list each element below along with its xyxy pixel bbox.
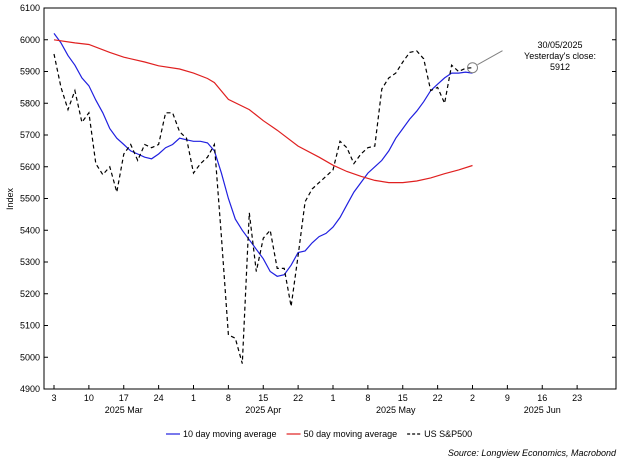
x-tick-label: 9: [505, 393, 510, 403]
y-tick-label: 5900: [20, 67, 40, 77]
y-tick-label: 5700: [20, 130, 40, 140]
x-tick-label: 24: [154, 393, 164, 403]
x-month-label: 2025 May: [376, 405, 416, 415]
series-line-us-s-p500: [53, 50, 473, 364]
legend: 10 day moving average 50 day moving avera…: [166, 429, 472, 439]
x-month-label: 2025 Apr: [245, 405, 281, 415]
x-month-label: 2025 Mar: [105, 405, 143, 415]
legend-label: US S&P500: [424, 429, 472, 439]
plot-area: [43, 7, 617, 390]
y-tick-label: 5500: [20, 194, 40, 204]
y-axis-label: Index: [5, 187, 15, 210]
x-tick-label: 2: [470, 393, 475, 403]
x-tick-label: 15: [258, 393, 268, 403]
x-tick-label: 8: [365, 393, 370, 403]
series-line-10-day-moving-average: [53, 33, 473, 277]
annotation-marker: [467, 62, 478, 74]
x-tick-label: 16: [537, 393, 547, 403]
x-tick-label: 3: [51, 393, 56, 403]
y-tick-label: 5300: [20, 257, 40, 267]
y-tick-label: 6000: [20, 35, 40, 45]
x-tick-label: 17: [119, 393, 129, 403]
y-tick-label: 5600: [20, 162, 40, 172]
y-tick-label: 5200: [20, 289, 40, 299]
x-month-label: 2025 Jun: [524, 405, 561, 415]
annotation-text: Yesterday's close:: [524, 51, 596, 61]
y-tick-label: 5800: [20, 98, 40, 108]
y-tick-label: 6100: [20, 3, 40, 13]
annotation-text: 5912: [550, 62, 570, 72]
x-tick-label: 8: [226, 393, 231, 403]
y-tick-label: 4900: [20, 384, 40, 394]
x-tick-label: 10: [84, 393, 94, 403]
legend-label: 50 day moving average: [304, 429, 398, 439]
y-tick-label: 5100: [20, 321, 40, 331]
x-tick-label: 22: [293, 393, 303, 403]
x-tick-label: 22: [433, 393, 443, 403]
x-tick-label: 1: [191, 393, 196, 403]
annotation-text: 30/05/2025: [537, 40, 582, 50]
x-tick-label: 23: [572, 393, 582, 403]
y-axis: 4900 5000 5100 5200 5300 5400 5500 5600 5700 5800…: [20, 3, 616, 394]
annotation-leader-line: [477, 50, 503, 66]
y-tick-label: 5400: [20, 225, 40, 235]
x-tick-label: 15: [398, 393, 408, 403]
y-tick-label: 5000: [20, 352, 40, 362]
x-tick-label: 1: [330, 393, 335, 403]
series-layer: [53, 33, 473, 364]
source-note: Source: Longview Economics, Macrobond: [448, 448, 617, 458]
legend-label: 10 day moving average: [183, 429, 277, 439]
series-line-50-day-moving-average: [53, 39, 473, 184]
